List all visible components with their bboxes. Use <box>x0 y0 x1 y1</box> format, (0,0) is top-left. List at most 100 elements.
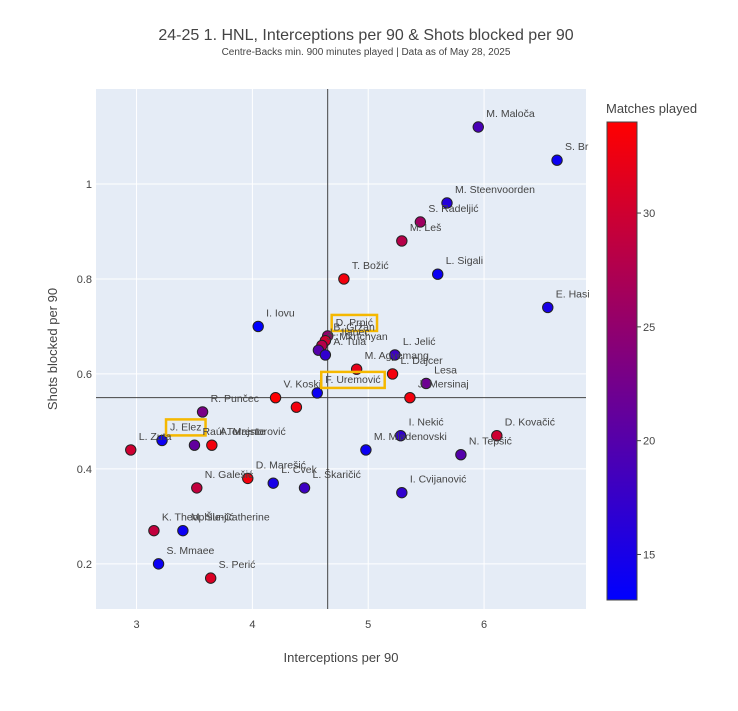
point-l-skaricic[interactable] <box>298 482 311 494</box>
axis-ticks: 3 4 5 6 0.2 0.4 0.6 0.8 1 <box>77 179 487 631</box>
x-tick-label: 6 <box>481 619 487 631</box>
point-n-galesic[interactable] <box>191 482 203 494</box>
label-l-cvek: L. Cvek <box>281 464 317 476</box>
point-k-theophile-catherine[interactable] <box>148 524 160 537</box>
point-v-koski[interactable] <box>269 391 282 404</box>
x-tick-label: 5 <box>365 619 371 631</box>
label-k-theophile-catherine: K. Theophile-Catherine <box>162 512 270 524</box>
plot-area <box>96 89 586 609</box>
label-a-tuia: A. Tuia <box>333 336 366 348</box>
point-a-majstorovic[interactable] <box>206 439 218 451</box>
point-r-puncec[interactable] <box>196 406 209 418</box>
label-n-tepsic: N. Tepšić <box>469 436 512 448</box>
point-m-les[interactable] <box>396 235 408 247</box>
label-d-maresic: D. Marešić <box>256 459 306 471</box>
label-t-bozic: T. Božić <box>352 260 389 272</box>
point-f-uremovic[interactable] <box>311 387 323 399</box>
label-l-dajcer: L. Dajcer <box>401 355 444 367</box>
grid-lines <box>96 89 586 609</box>
label-m-mladenovski: M. Mladenovski <box>374 431 447 443</box>
colorbar-tick-label: 25 <box>643 322 655 334</box>
y-tick-label: 0.6 <box>77 369 92 381</box>
label-v-koski: V. Koski <box>284 379 322 391</box>
colorbar-tick-label: 20 <box>643 436 655 448</box>
label-i-cvijanovic: I. Cvijanović <box>410 474 467 486</box>
point-m-steenvoorden[interactable] <box>441 197 453 209</box>
point-m-maloca[interactable] <box>472 121 484 133</box>
point-t-bozic[interactable] <box>338 273 350 285</box>
highlight-box-d-prpic <box>330 313 379 333</box>
label-m-steenvoorden: M. Steenvoorden <box>455 184 535 196</box>
label-l-sigali: L. Sigali <box>446 255 483 267</box>
point-d-kovacic[interactable] <box>491 429 503 442</box>
point-d-maresic[interactable] <box>242 472 254 485</box>
chart-title: 24-25 1. HNL, Interceptions per 90 & Sho… <box>158 27 573 44</box>
point-l-sigali[interactable] <box>432 268 444 280</box>
point-l-zuta[interactable] <box>125 444 137 456</box>
point-i-nekic[interactable] <box>394 429 407 442</box>
colorbar-ticks: 15 20 25 30 <box>637 208 655 561</box>
y-tick-label: 1 <box>86 179 92 191</box>
label-l-zuta: L. Zuta <box>139 431 172 443</box>
x-axis-label: Interceptions per 90 <box>284 650 399 665</box>
data-points <box>125 121 563 584</box>
colorbar-title: Matches played <box>606 101 697 116</box>
label-s-radeljic: S. Radeljić <box>428 203 478 215</box>
point-raul-torrente[interactable] <box>188 439 201 451</box>
label-r-puncec: R. Punčec <box>211 393 259 405</box>
colorbar <box>606 121 638 601</box>
y-tick-label: 0.4 <box>77 464 92 476</box>
point-j-mersinaj[interactable] <box>404 391 416 404</box>
label-d-kovacic: D. Kovačić <box>505 417 555 429</box>
highlight-box-j-elez <box>164 418 207 437</box>
label-i-nekic: I. Nekić <box>409 417 444 429</box>
label-s-mkrtchyan: S. Mkrtchyan <box>326 331 387 343</box>
y-tick-label: 0.8 <box>77 274 92 286</box>
label-l-ilanec: L. Ilanec <box>330 326 370 338</box>
label-s-peric: S. Perić <box>219 559 256 571</box>
x-tick-label: 3 <box>133 619 139 631</box>
label-d-prpic: D. Prpić <box>336 317 373 329</box>
x-tick-label: 4 <box>249 619 255 631</box>
label-l-skaricic: L. Škaričić <box>313 468 361 481</box>
label-m-maloca: M. Maloča <box>486 108 535 120</box>
point-i-cvijanovic[interactable] <box>396 486 408 499</box>
label-raul-torrente: Raúl Torrente <box>202 426 265 438</box>
label-j-mersinaj: J. Mersinaj <box>418 379 469 391</box>
label-n-galesic: N. Galešić <box>205 469 253 481</box>
point-l-jelic[interactable] <box>389 349 401 361</box>
label-m-sunjic: M. Šunjić <box>191 511 234 524</box>
label-m-les: M. Leš <box>410 222 442 234</box>
point-s-bradaric[interactable] <box>551 154 563 166</box>
y-axis-label: Shots blocked per 90 <box>45 288 60 410</box>
label-i-iovu: I. Iovu <box>266 307 295 319</box>
point-s-peric[interactable] <box>204 572 217 584</box>
point-m-mladenovski[interactable] <box>360 444 372 456</box>
point-s-radeljic[interactable] <box>414 216 427 228</box>
label-l-jelic: L. Jelić <box>403 336 436 348</box>
point-lesa[interactable] <box>420 377 432 390</box>
chart-subtitle: Centre-Backs min. 900 minutes played | D… <box>222 47 511 58</box>
colorbar-tick-label: 15 <box>643 549 655 561</box>
label-s-mmaee: S. Mmaee <box>167 545 215 557</box>
point-j-elez[interactable] <box>156 434 168 447</box>
point-l-dajcer[interactable] <box>386 368 399 380</box>
label-f-uremovic: F. Uremović <box>325 374 380 386</box>
point-m-opacak[interactable] <box>290 401 303 413</box>
point-a-tuia[interactable] <box>319 349 332 361</box>
point-i-iovu[interactable] <box>252 320 264 333</box>
label-b-grzan: B. Gržan <box>333 322 375 334</box>
point-e-hasic[interactable] <box>542 301 554 314</box>
label-a-majstorovic: A. Majstorović <box>220 426 286 438</box>
label-m-agyemang: M. Agyemang <box>365 350 429 362</box>
point-s-mmaee[interactable] <box>152 558 165 570</box>
point-labels: M. Maloča S. Br M. Steenvoorden S. Radeljić… <box>139 108 590 571</box>
point-m-sunjic[interactable] <box>177 524 189 537</box>
label-lesa: Lesa <box>434 364 457 376</box>
point-l-cvek[interactable] <box>267 477 279 489</box>
label-j-elez: J. Elez <box>170 421 202 433</box>
reference-lines <box>96 89 586 609</box>
colorbar-tick-label: 30 <box>643 208 655 220</box>
point-n-tepsic[interactable] <box>455 448 467 461</box>
